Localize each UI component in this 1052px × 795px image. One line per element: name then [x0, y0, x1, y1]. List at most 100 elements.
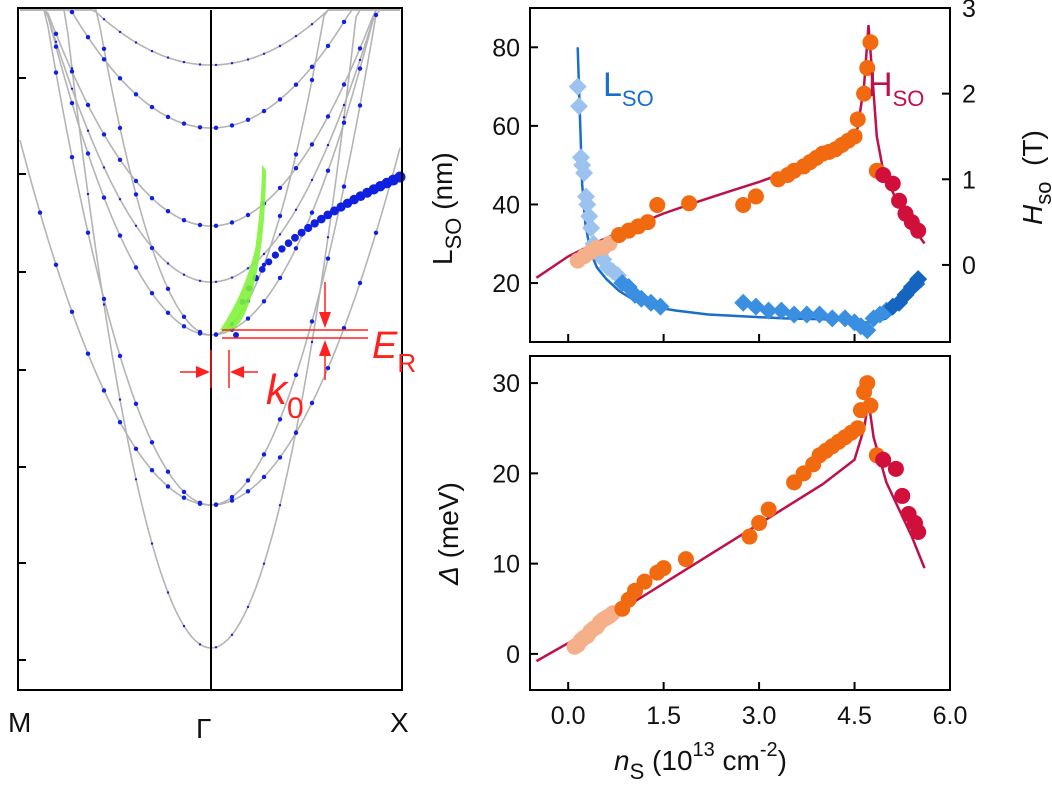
- band-dot: [245, 212, 251, 218]
- band-dot: [261, 452, 267, 457]
- band-dot: [277, 275, 283, 281]
- hso-point: [862, 34, 879, 51]
- band-dot: [117, 76, 123, 81]
- band-dot: [357, 280, 363, 286]
- band-dot: [198, 63, 202, 66]
- band-dot: [326, 143, 330, 147]
- lso-point: [568, 77, 587, 96]
- hso-point: [849, 111, 866, 128]
- band-dot: [294, 208, 298, 211]
- k0-label: k0: [266, 366, 304, 425]
- band-dot: [182, 624, 186, 628]
- band-dot: [258, 266, 266, 273]
- band-dot: [101, 132, 107, 137]
- band-dot: [149, 468, 155, 473]
- band-dot: [310, 340, 314, 344]
- gap-point: [887, 460, 904, 477]
- band-dot: [278, 504, 282, 507]
- band-dot: [309, 77, 315, 83]
- tick-label: 3: [962, 0, 976, 23]
- band-dot: [133, 92, 139, 97]
- lso-point: [580, 207, 599, 226]
- band-dot: [70, 67, 74, 70]
- gap-panel: 0 10 20 30 0.0 1.5 3.0 4.5 6.0 Δ (meV) nS (1013…: [433, 355, 967, 784]
- band-dot: [181, 218, 187, 223]
- band-dot: [149, 104, 155, 110]
- band-dot: [233, 332, 239, 338]
- band-dot: [134, 478, 138, 481]
- band-dot: [181, 489, 187, 495]
- band-dot: [69, 155, 75, 160]
- band-dot: [265, 258, 273, 266]
- gap-point: [751, 515, 768, 531]
- lso-series-label: LSO: [603, 66, 654, 111]
- lso-point: [785, 305, 804, 324]
- band-dot: [117, 353, 123, 359]
- band-dot: [245, 478, 251, 483]
- band-dot: [101, 195, 107, 200]
- hso-point: [910, 222, 927, 239]
- band-dot: [149, 440, 155, 445]
- band-dot: [229, 123, 235, 128]
- band-dot: [262, 562, 266, 565]
- band-dot: [293, 372, 299, 378]
- lso-point: [797, 305, 816, 324]
- band-dot: [293, 152, 299, 157]
- band-dot: [261, 299, 267, 304]
- hso-point: [859, 59, 876, 76]
- band-structure-panel: ER k0 M Γ X: [8, 7, 416, 744]
- band-dot: [277, 97, 283, 102]
- xlabel-X: X: [390, 707, 409, 738]
- band-dot: [197, 222, 203, 228]
- tick-label: 0: [962, 252, 976, 280]
- band-dot: [317, 214, 326, 224]
- hso-point: [846, 128, 863, 145]
- band-dot: [133, 401, 139, 406]
- band-dot: [278, 245, 286, 253]
- band-dot: [293, 246, 299, 251]
- band-dot: [277, 455, 283, 460]
- band-dot: [245, 316, 251, 321]
- band-dot: [293, 82, 299, 87]
- tick-label: 30: [492, 370, 520, 398]
- band-dot: [86, 129, 90, 132]
- band-dot: [69, 100, 75, 106]
- lso-point: [651, 297, 670, 316]
- band-dot: [85, 35, 91, 40]
- band-dot: [165, 310, 171, 315]
- band-dot: [325, 114, 331, 119]
- band-dot: [229, 494, 235, 500]
- band-dot: [341, 325, 347, 331]
- lso-point: [570, 97, 588, 116]
- bottom-ylabel: Δ (meV): [433, 482, 464, 586]
- band-dot: [181, 121, 187, 126]
- band-dot: [70, 87, 74, 91]
- band-dot: [341, 82, 347, 87]
- band-dot: [197, 329, 203, 335]
- band-dot: [149, 291, 155, 296]
- band-dot: [53, 44, 59, 49]
- hso-point: [884, 175, 901, 192]
- band-dot: [230, 62, 234, 65]
- band-dot: [357, 103, 363, 108]
- tick-label: 0: [506, 641, 520, 669]
- tick-label: 3.0: [742, 702, 777, 730]
- band-dot: [150, 49, 154, 53]
- band-dot: [342, 103, 346, 107]
- band-dot: [118, 398, 122, 401]
- band-dot: [85, 102, 91, 108]
- band-dot: [325, 168, 331, 173]
- band-dot: [394, 171, 406, 183]
- band-dot: [166, 56, 170, 59]
- tick-label: 80: [492, 34, 520, 62]
- band-dot: [150, 542, 154, 545]
- tick-label: 10: [492, 551, 520, 579]
- band-dot: [37, 210, 43, 215]
- xlabel-M: M: [8, 707, 31, 738]
- band-dot: [373, 230, 379, 235]
- band-dot: [214, 646, 218, 649]
- band-dot: [197, 501, 203, 506]
- band-dot: [293, 430, 299, 435]
- band-dot: [133, 192, 139, 197]
- band-dot: [214, 63, 218, 67]
